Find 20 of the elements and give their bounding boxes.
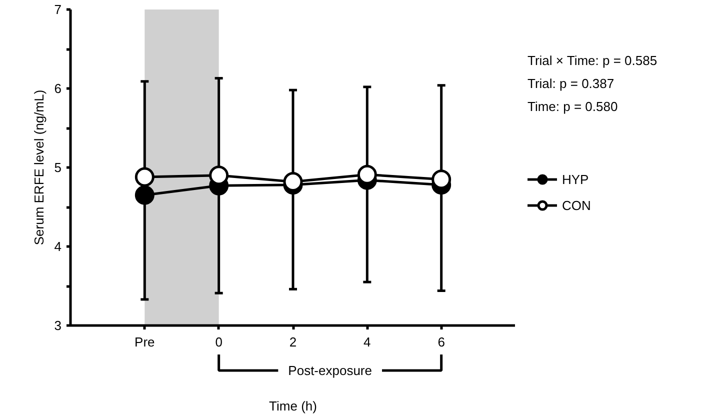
text: Trial × Time: p = 0.585 (528, 53, 658, 68)
x-tick-label: 6 (438, 334, 445, 350)
point (134, 167, 154, 187)
y-tick-label: 6 (54, 81, 62, 96)
x-tick-label: 2 (289, 334, 297, 350)
text: Post-exposure (288, 363, 372, 378)
text: Trial: p = 0.387 (528, 76, 614, 91)
x-axis-title: Time (h) (269, 398, 317, 414)
x-tick-label: 0 (215, 334, 222, 350)
text: Time: p = 0.580 (528, 99, 618, 114)
point (134, 185, 154, 205)
x-tick-label: 4 (364, 334, 371, 350)
y-tick-label: 4 (54, 239, 62, 254)
y-axis-title: Serum ERFE level (ng/mL) (31, 90, 46, 246)
x-tick-label: Pre (134, 334, 155, 350)
legend-label: HYP (562, 172, 589, 186)
y-tick-label: 7 (54, 2, 62, 17)
y-tick-label: 5 (54, 160, 62, 175)
y-tick-label: 3 (54, 318, 62, 333)
legend-label: CON (562, 198, 591, 212)
